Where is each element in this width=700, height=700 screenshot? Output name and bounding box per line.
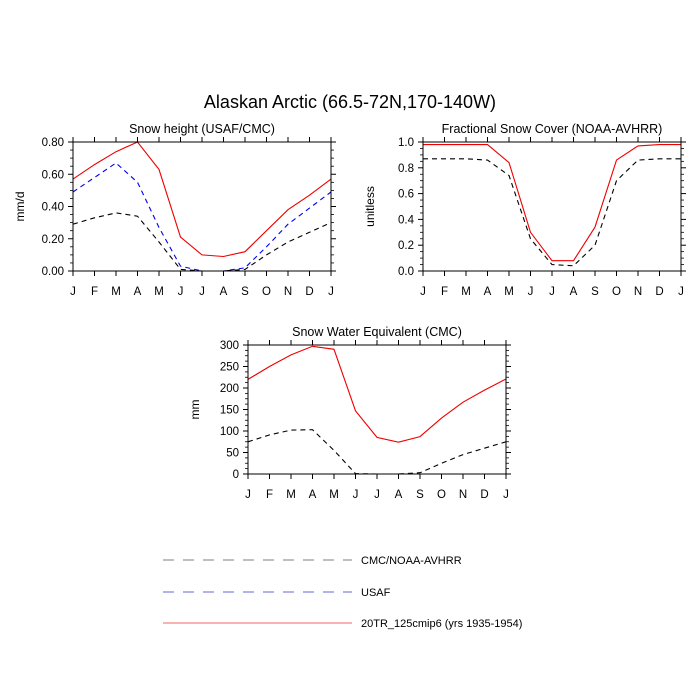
x-tick-label: F (91, 286, 98, 298)
y-tick-label: 200 (220, 383, 239, 395)
y-tick-label: 0.60 (42, 169, 64, 181)
x-tick-label: M (154, 286, 164, 298)
x-tick-label: F (266, 489, 273, 501)
x-tick-label: N (284, 286, 292, 298)
x-tick-label: J (374, 489, 380, 501)
y-tick-label: 300 (220, 340, 239, 352)
main-title: Alaskan Arctic (66.5-72N,170-140W) (204, 92, 496, 112)
x-tick-label: J (528, 286, 534, 298)
y-tick-label: 0.2 (398, 240, 414, 252)
y-tick-label: 100 (220, 426, 239, 438)
x-tick-label: S (241, 286, 249, 298)
x-tick-label: D (480, 489, 488, 501)
chart-panel-3: Snow Water Equivalent (CMC) mm 0 50 100 150 20… (188, 325, 511, 501)
series-line-model (72, 141, 332, 258)
series-line-cmc (423, 158, 681, 267)
x-tick-label: J (353, 489, 359, 501)
y-tick-label: 0 (233, 469, 239, 481)
x-tick-label: N (634, 286, 642, 298)
x-tick-label: O (437, 489, 446, 501)
panel-title: Fractional Snow Cover (NOAA-AVHRR) (442, 122, 663, 136)
y-axis-label: mm/d (13, 192, 27, 222)
legend: CMC/NOAA-AVHRR USAF 20TR_125cmip6 (yrs 193… (163, 555, 522, 630)
x-tick-label: A (570, 286, 578, 298)
y-tick-label: 150 (220, 405, 239, 417)
x-tick-label: A (484, 286, 492, 298)
y-tick-label: 0.0 (398, 266, 414, 278)
y-tick-label: 0.00 (42, 266, 64, 278)
x-tick-label: F (441, 286, 448, 298)
x-tick-label: J (678, 286, 684, 298)
y-axis-label: mm (188, 400, 202, 420)
x-tick-label: A (395, 489, 403, 501)
legend-label-usaf: USAF (361, 587, 391, 599)
y-tick-label: 0.40 (42, 202, 64, 214)
y-axis-label: unitless (363, 186, 377, 227)
x-tick-label: O (262, 286, 271, 298)
plot-frame (247, 344, 507, 475)
x-tick-label: J (420, 286, 426, 298)
x-tick-label: M (329, 489, 339, 501)
series-line-model (247, 345, 507, 443)
chart-panel-1: Snow height (USAF/CMC) mm/d 0.00 0.20 0.40 0.… (13, 122, 336, 298)
y-tick-label: 0.4 (398, 214, 415, 226)
x-tick-label: J (199, 286, 205, 298)
chart-panel-2: Fractional Snow Cover (NOAA-AVHRR) unitle… (363, 122, 686, 298)
legend-label-cmc: CMC/NOAA-AVHRR (361, 555, 462, 567)
y-tick-label: 0.20 (42, 234, 64, 246)
x-tick-label: O (612, 286, 621, 298)
x-tick-label: M (504, 286, 514, 298)
x-tick-label: J (503, 489, 509, 501)
y-tick-label: 250 (220, 362, 239, 374)
x-tick-label: M (286, 489, 296, 501)
plot-frame (422, 141, 682, 272)
y-tick-label: 0.8 (398, 163, 414, 175)
plot-frame (72, 141, 332, 272)
panel-title: Snow Water Equivalent (CMC) (292, 325, 462, 339)
x-tick-label: M (461, 286, 471, 298)
x-tick-label: S (416, 489, 424, 501)
x-tick-label: N (459, 489, 467, 501)
series-line-model (423, 144, 681, 262)
x-tick-label: M (111, 286, 121, 298)
x-tick-label: J (178, 286, 184, 298)
series-line-usaf (72, 162, 332, 272)
x-tick-label: S (591, 286, 599, 298)
x-tick-label: A (309, 489, 317, 501)
y-tick-label: 1.0 (398, 137, 414, 149)
x-tick-label: J (245, 489, 251, 501)
legend-label-model: 20TR_125cmip6 (yrs 1935-1954) (361, 618, 522, 630)
x-tick-label: A (220, 286, 228, 298)
series-line-cmc (247, 429, 507, 475)
y-tick-label: 50 (226, 448, 239, 460)
y-tick-label: 0.6 (398, 189, 414, 201)
x-tick-label: D (305, 286, 313, 298)
x-tick-label: J (70, 286, 76, 298)
x-tick-label: J (549, 286, 555, 298)
x-tick-label: A (134, 286, 142, 298)
x-tick-label: J (328, 286, 334, 298)
x-tick-label: D (655, 286, 663, 298)
panel-title: Snow height (USAF/CMC) (129, 122, 275, 136)
y-tick-label: 0.80 (42, 137, 64, 149)
